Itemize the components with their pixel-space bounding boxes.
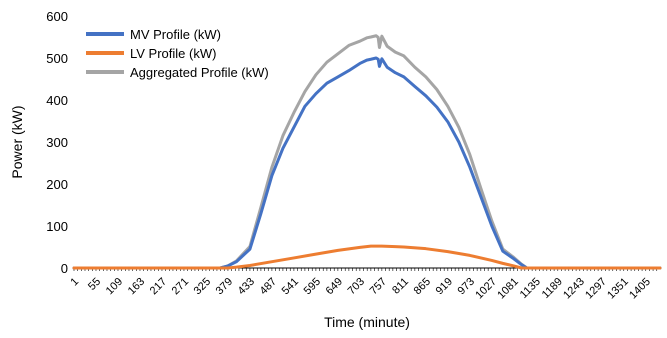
x-tick-label-11: 595 bbox=[302, 276, 323, 297]
legend-label-0: MV Profile (kW) bbox=[130, 27, 221, 42]
x-tick-label-16: 865 bbox=[412, 276, 433, 297]
x-tick-label-10: 541 bbox=[280, 276, 301, 297]
x-tick-label-12: 649 bbox=[324, 276, 345, 297]
x-tick-label-14: 757 bbox=[368, 276, 389, 297]
y-tick-label-1: 100 bbox=[46, 219, 68, 234]
series-layer bbox=[72, 34, 662, 270]
x-tick-label-7: 379 bbox=[214, 276, 235, 297]
legend-label-2: Aggregated Profile (kW) bbox=[130, 65, 269, 80]
x-tick-label-6: 325 bbox=[192, 276, 213, 297]
x-tick-label-5: 271 bbox=[170, 276, 191, 297]
x-tick-label-4: 217 bbox=[148, 276, 169, 297]
y-tick-label-4: 400 bbox=[46, 93, 68, 108]
x-tick-label-22: 1189 bbox=[540, 276, 565, 301]
x-tick-label-25: 1351 bbox=[605, 276, 631, 302]
x-tick-label-20: 1081 bbox=[495, 276, 521, 302]
series-line-1 bbox=[72, 244, 662, 270]
x-tick-label-21: 1135 bbox=[518, 276, 543, 301]
x-tick-label-19: 1027 bbox=[473, 276, 499, 302]
x-tick-label-23: 1243 bbox=[561, 276, 587, 302]
x-axis-title: Time (minute) bbox=[324, 314, 410, 330]
x-tick-label-15: 811 bbox=[390, 276, 411, 297]
legend: MV Profile (kW) LV Profile (kW) Aggregated… bbox=[86, 27, 269, 80]
y-tick-label-5: 500 bbox=[46, 51, 68, 66]
x-tick-label-24: 1297 bbox=[583, 276, 609, 302]
x-tick-label-17: 919 bbox=[434, 276, 455, 297]
x-tick-label-3: 163 bbox=[126, 276, 147, 297]
y-axis-title: Power (kW) bbox=[9, 105, 25, 178]
x-tick-label-0: 1 bbox=[68, 276, 81, 289]
series-line-2 bbox=[72, 34, 662, 270]
y-tick-label-6: 600 bbox=[46, 9, 68, 24]
x-tick-label-26: 1405 bbox=[627, 276, 653, 302]
x-tick-label-2: 109 bbox=[104, 276, 125, 297]
x-tick-label-13: 703 bbox=[346, 276, 367, 297]
y-tick-label-2: 200 bbox=[46, 177, 68, 192]
x-tick-label-1: 55 bbox=[86, 276, 103, 293]
x-tick-label-8: 433 bbox=[236, 276, 257, 297]
legend-label-1: LV Profile (kW) bbox=[130, 46, 216, 61]
y-tick-label-0: 0 bbox=[61, 261, 68, 276]
y-tick-label-3: 300 bbox=[46, 135, 68, 150]
series-line-0 bbox=[72, 56, 662, 270]
x-tick-label-9: 487 bbox=[258, 276, 279, 297]
